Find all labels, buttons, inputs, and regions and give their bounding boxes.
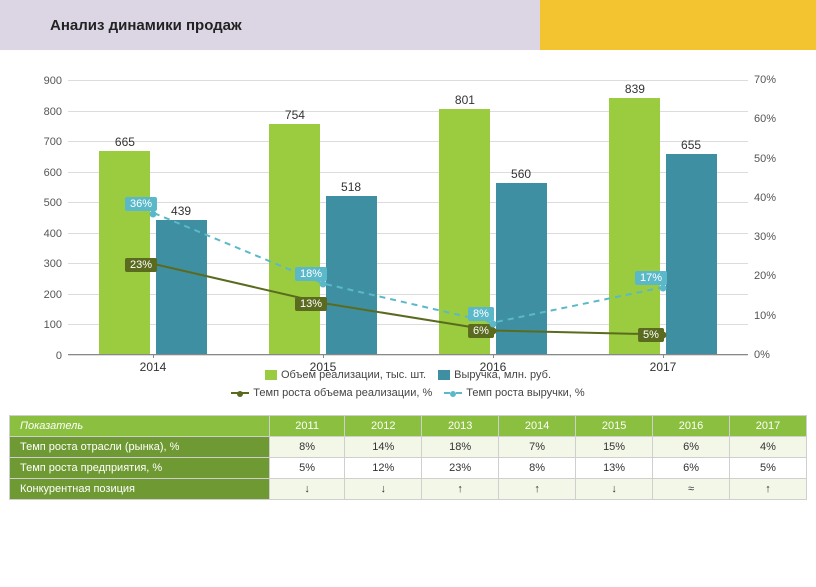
table-cell: 5% (270, 458, 345, 479)
line-marker (320, 281, 327, 288)
x-tick (323, 354, 324, 358)
y-right-tick: 60% (748, 113, 776, 125)
table-col-header: 2016 (653, 416, 730, 437)
table-header-row: Показатель2011201220132014201520162017 (10, 416, 807, 437)
header-right-accent (540, 0, 816, 50)
line-value-tag: 13% (295, 297, 327, 311)
lines-layer (68, 80, 748, 354)
table-row: Темп роста предприятия, %5%12%23%8%13%6%… (10, 458, 807, 479)
y-left-tick: 400 (44, 228, 68, 240)
line-value-tag: 8% (468, 307, 494, 321)
sales-chart: 0 100 200 300 400 500 600 700 800 900 0% 10% 20% 30% 4… (18, 65, 798, 405)
line-value-tag: 23% (125, 258, 157, 272)
legend-item: Темп роста выручки, % (444, 387, 584, 399)
line-value-tag: 6% (468, 324, 494, 338)
table-cell: ↓ (345, 479, 422, 500)
y-right-tick: 0% (748, 349, 770, 361)
indicators-table: Показатель2011201220132014201520162017 Т… (9, 415, 807, 500)
x-tick (493, 354, 494, 358)
y-right-tick: 30% (748, 231, 776, 243)
table-cell: 7% (499, 437, 576, 458)
y-left-tick: 200 (44, 289, 68, 301)
table-body: Темп роста отрасли (рынка), %8%14%18%7%1… (10, 437, 807, 500)
y-left-tick: 100 (44, 319, 68, 331)
table-col-header: 2013 (422, 416, 499, 437)
legend-label: Темп роста выручки, % (466, 387, 584, 399)
table-cell: ↑ (730, 479, 807, 500)
table-cell: ↑ (499, 479, 576, 500)
table-row: Темп роста отрасли (рынка), %8%14%18%7%1… (10, 437, 807, 458)
table-cell: 5% (730, 458, 807, 479)
legend-item: Выручка, млн. руб. (438, 369, 551, 381)
table-cell: ≈ (653, 479, 730, 500)
table-row-label: Конкурентная позиция (10, 479, 270, 500)
gridline: 0 (68, 355, 748, 356)
y-left-tick: 0 (56, 350, 68, 362)
legend-label: Темп роста объема реализации, % (253, 387, 432, 399)
table-col-header: 2014 (499, 416, 576, 437)
y-right-tick: 70% (748, 74, 776, 86)
legend-item: Темп роста объема реализации, % (231, 387, 432, 399)
line-value-tag: 5% (638, 328, 664, 342)
table-row: Конкурентная позиция↓↓↑↑↓≈↑ (10, 479, 807, 500)
table-cell: 13% (576, 458, 653, 479)
legend-swatch (231, 392, 249, 394)
legend-label: Объем реализации, тыс. шт. (281, 369, 426, 381)
y-left-tick: 900 (44, 75, 68, 87)
table-cell: 14% (345, 437, 422, 458)
table-cell: 4% (730, 437, 807, 458)
table-cell: 15% (576, 437, 653, 458)
line-value-tag: 18% (295, 267, 327, 281)
table-cell: 12% (345, 458, 422, 479)
table-corner-header: Показатель (10, 416, 270, 437)
table-row-label: Темп роста отрасли (рынка), % (10, 437, 270, 458)
trend-line (154, 213, 662, 323)
legend-swatch (265, 370, 277, 380)
y-right-tick: 20% (748, 270, 776, 282)
y-left-tick: 500 (44, 197, 68, 209)
table-cell: 6% (653, 458, 730, 479)
table-cell: 18% (422, 437, 499, 458)
line-value-tag: 17% (635, 271, 667, 285)
y-right-tick: 40% (748, 192, 776, 204)
legend-item: Объем реализации, тыс. шт. (265, 369, 426, 381)
legend-swatch (444, 392, 462, 394)
legend: Объем реализации, тыс. шт. Выручка, млн. … (18, 367, 798, 399)
legend-swatch (438, 370, 450, 380)
plot-area: 01002003004005006007008009000%10%20%30%4… (68, 80, 748, 355)
header: Анализ динамики продаж (0, 0, 816, 50)
table-col-header: 2015 (576, 416, 653, 437)
x-tick (153, 354, 154, 358)
y-left-tick: 800 (44, 106, 68, 118)
y-right-tick: 50% (748, 153, 776, 165)
y-left-tick: 600 (44, 167, 68, 179)
y-left-tick: 700 (44, 136, 68, 148)
line-marker (490, 320, 497, 327)
page-title: Анализ динамики продаж (50, 17, 242, 34)
line-marker (660, 285, 667, 292)
legend-label: Выручка, млн. руб. (454, 369, 551, 381)
header-left: Анализ динамики продаж (0, 0, 540, 50)
table-col-header: 2012 (345, 416, 422, 437)
x-tick (663, 354, 664, 358)
table-cell: ↓ (576, 479, 653, 500)
table-cell: ↑ (422, 479, 499, 500)
table-cell: ↓ (270, 479, 345, 500)
line-value-tag: 36% (125, 197, 157, 211)
table-cell: 6% (653, 437, 730, 458)
y-left-tick: 300 (44, 258, 68, 270)
table-cell: 8% (499, 458, 576, 479)
table-col-header: 2011 (270, 416, 345, 437)
table-cell: 8% (270, 437, 345, 458)
line-marker (150, 210, 157, 217)
table-col-header: 2017 (730, 416, 807, 437)
trend-line (154, 264, 662, 334)
table-row-label: Темп роста предприятия, % (10, 458, 270, 479)
table-cell: 23% (422, 458, 499, 479)
y-right-tick: 10% (748, 310, 776, 322)
